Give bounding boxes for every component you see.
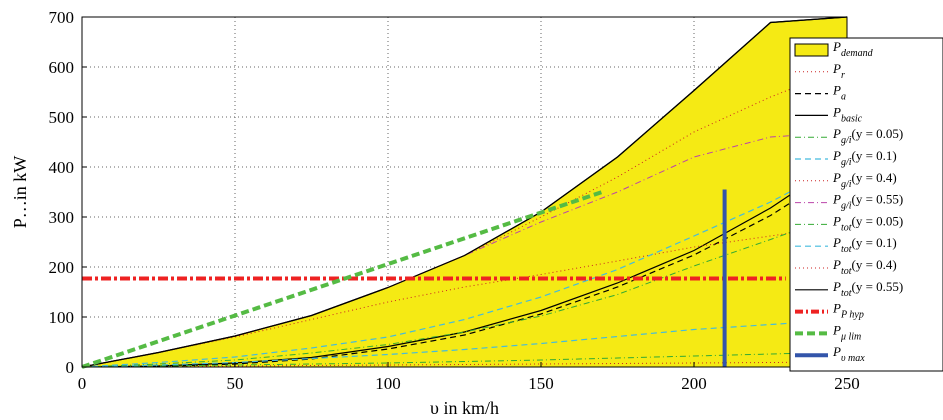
- x-tick-label: 100: [375, 374, 401, 393]
- x-tick-label: 200: [681, 374, 707, 393]
- legend-label: Pg/i(y = 0.55): [832, 192, 903, 212]
- x-tick-label: 250: [834, 374, 860, 393]
- series-line: [81, 351, 848, 368]
- series-line: [81, 211, 848, 368]
- legend-label: Pg/i(y = 0.4): [832, 170, 897, 190]
- demand-area: [81, 16, 848, 368]
- limit-lines: [81, 189, 786, 369]
- y-tick-label: 300: [49, 208, 75, 227]
- legend-label: Pg/i(y = 0.1): [832, 148, 897, 168]
- y-tick-label: 600: [49, 58, 75, 77]
- legend-label: Pa: [832, 83, 846, 103]
- legend-label: Ptot(y = 0.4): [832, 257, 897, 277]
- series-line: [81, 66, 848, 368]
- y-tick-label: 700: [49, 8, 75, 27]
- y-tick-label: 400: [49, 158, 75, 177]
- series-line: [81, 166, 848, 368]
- legend-label: Ptot(y = 0.05): [832, 213, 903, 233]
- series-line: [81, 318, 848, 368]
- x-axis-label: υ in km/h: [430, 398, 499, 418]
- legend-label: Pυ max: [832, 344, 865, 364]
- y-axis-label: P…in kW: [10, 156, 30, 229]
- series-lines: [81, 16, 848, 368]
- y-tick-label: 0: [66, 358, 75, 377]
- legend-label: PP hyp: [832, 301, 864, 321]
- legend-label: Pμ lim: [832, 322, 861, 342]
- axis-ticks: 0 50 100 150 200 250 0 100 200 300 400 500 600 700: [49, 8, 860, 393]
- series-line: [81, 16, 848, 368]
- series-line: [81, 156, 848, 368]
- legend-label: Pg/i(y = 0.05): [832, 126, 903, 146]
- legend-label: Ptot(y = 0.55): [832, 279, 903, 299]
- x-tick-label: 50: [227, 374, 244, 393]
- y-tick-label: 100: [49, 308, 75, 327]
- y-tick-label: 500: [49, 108, 75, 127]
- legend-label: Ptot(y = 0.1): [832, 235, 897, 255]
- y-tick-label: 200: [49, 258, 75, 277]
- legend-label: Pr: [832, 61, 845, 81]
- legend-label: Pdemand: [832, 39, 874, 59]
- legend-swatch: [794, 43, 829, 57]
- x-tick-label: 150: [528, 374, 554, 393]
- p-mu-lim-line: [81, 190, 603, 369]
- legend-label: Pbasic: [832, 104, 863, 124]
- demand-fill-area: [82, 17, 847, 367]
- x-tick-label: 0: [78, 374, 87, 393]
